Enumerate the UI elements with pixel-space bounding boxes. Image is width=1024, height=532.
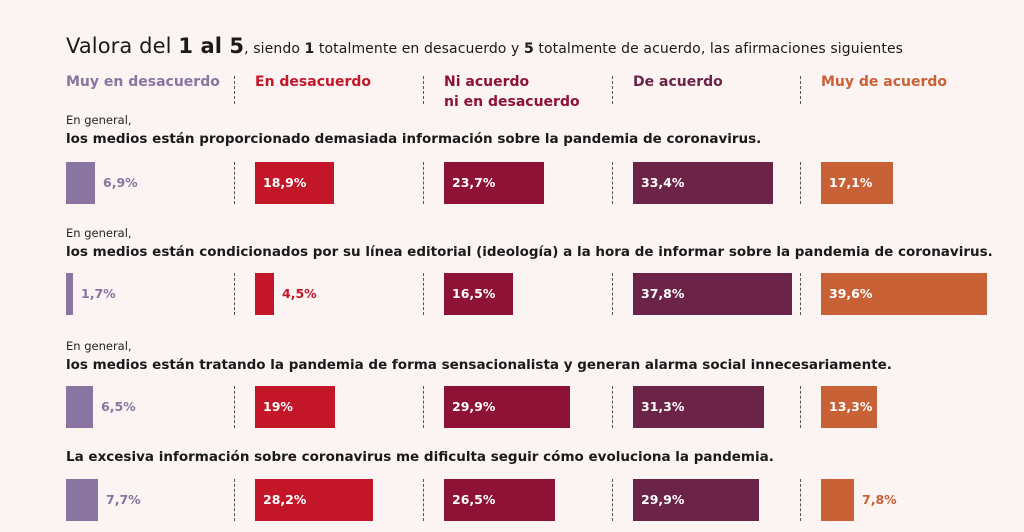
question-intro: En general,	[66, 339, 132, 353]
data-label: 6,9%	[103, 175, 138, 190]
bar-separator	[234, 162, 235, 204]
bar-separator	[800, 386, 801, 428]
question-intro: En general,	[66, 226, 132, 240]
bar-3-1	[66, 386, 93, 428]
data-label: 7,7%	[106, 492, 141, 507]
bar-1-2	[255, 162, 334, 204]
bar-1-3	[444, 162, 544, 204]
data-label: 17,1%	[829, 175, 873, 190]
bar-separator	[234, 386, 235, 428]
bar-2-3	[444, 273, 513, 315]
question-text: los medios están proporcionado demasiada…	[66, 131, 762, 147]
category-header-line: En desacuerdo	[255, 74, 372, 90]
data-label: 13,3%	[829, 399, 873, 414]
category-header-line: Muy de acuerdo	[821, 74, 948, 90]
bar-1-4	[633, 162, 773, 204]
question-text: los medios están condicionados por su lí…	[66, 244, 993, 260]
bar-separator	[423, 273, 424, 315]
bar-separator	[612, 386, 613, 428]
bar-4-4	[633, 479, 759, 521]
data-label: 4,5%	[282, 286, 317, 301]
category-header-3: Ni acuerdo ni en desacuerdo	[444, 72, 580, 112]
category-header-line: Ni acuerdo	[444, 74, 530, 90]
bar-2-2	[255, 273, 274, 315]
bar-4-5	[821, 479, 854, 521]
bar-2-1	[66, 273, 73, 315]
data-label: 31,3%	[641, 399, 685, 414]
bar-3-4	[633, 386, 764, 428]
category-header-5: Muy de acuerdo	[821, 72, 947, 92]
category-header-2: En desacuerdo	[255, 72, 371, 92]
data-label: 23,7%	[452, 175, 496, 190]
header-separator	[800, 76, 801, 104]
data-label: 6,5%	[101, 399, 136, 414]
question-text: La excesiva información sobre coronaviru…	[66, 449, 774, 465]
category-header-line: Muy en desacuerdo	[66, 74, 220, 90]
header-separator	[612, 76, 613, 104]
data-label: 19%	[263, 399, 293, 414]
bar-2-5	[821, 273, 987, 315]
data-label: 33,4%	[641, 175, 685, 190]
data-label: 26,5%	[452, 492, 496, 507]
bar-1-1	[66, 162, 95, 204]
bar-separator	[423, 162, 424, 204]
data-label: 29,9%	[641, 492, 685, 507]
category-header-line: De acuerdo	[633, 74, 723, 90]
category-header-line: ni en desacuerdo	[444, 94, 580, 110]
bar-separator	[423, 386, 424, 428]
data-label: 37,8%	[641, 286, 685, 301]
data-label: 7,8%	[862, 492, 897, 507]
title-text-4: 1	[304, 41, 315, 57]
bar-separator	[234, 273, 235, 315]
title-text-6: 5	[523, 41, 534, 57]
bar-2-4	[633, 273, 792, 315]
bar-separator	[234, 479, 235, 521]
header-separator	[423, 76, 424, 104]
bar-4-3	[444, 479, 555, 521]
data-label: 18,9%	[263, 175, 307, 190]
bar-4-1	[66, 479, 98, 521]
chart-title: Valora del 1 al 5, siendo 1 totalmente e…	[66, 34, 903, 58]
data-label: 28,2%	[263, 492, 307, 507]
data-label: 39,6%	[829, 286, 873, 301]
bar-separator	[800, 479, 801, 521]
bar-separator	[423, 479, 424, 521]
question-text: los medios están tratando la pandemia de…	[66, 357, 892, 373]
bar-separator	[612, 479, 613, 521]
data-label: 1,7%	[81, 286, 116, 301]
bar-separator	[612, 162, 613, 204]
title-text-3: , siendo	[244, 41, 305, 57]
title-text-2: 1 al 5	[178, 34, 245, 58]
category-header-1: Muy en desacuerdo	[66, 72, 220, 92]
title-text-7: totalmente de acuerdo, las afirmaciones …	[533, 41, 904, 57]
bar-separator	[800, 273, 801, 315]
bar-3-2	[255, 386, 335, 428]
bar-separator	[612, 273, 613, 315]
bar-3-5	[821, 386, 877, 428]
bar-4-2	[255, 479, 373, 521]
category-header-4: De acuerdo	[633, 72, 723, 92]
data-label: 29,9%	[452, 399, 496, 414]
bar-1-5	[821, 162, 893, 204]
question-intro: En general,	[66, 113, 132, 127]
data-label: 16,5%	[452, 286, 496, 301]
title-text-5: totalmente en desacuerdo y	[314, 41, 524, 57]
bar-3-3	[444, 386, 570, 428]
title-text-1: Valora del	[66, 34, 179, 58]
bar-separator	[800, 162, 801, 204]
header-separator	[234, 76, 235, 104]
